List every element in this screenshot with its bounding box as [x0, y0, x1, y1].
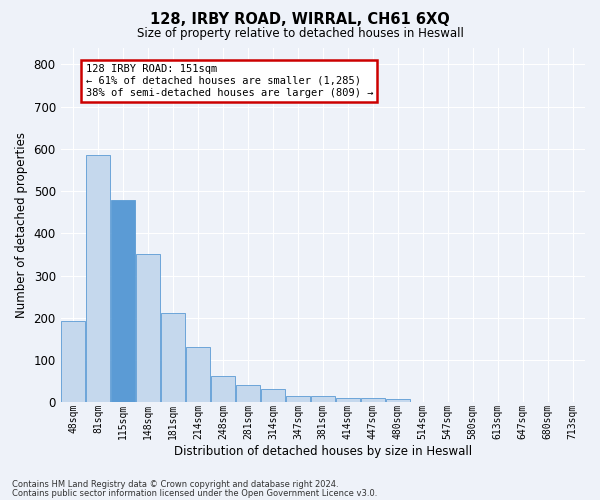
Bar [86, 155, 110, 402]
Bar [361, 398, 385, 402]
Bar [211, 376, 235, 402]
Bar [136, 254, 160, 402]
Bar [311, 396, 335, 402]
Bar [111, 200, 135, 402]
Text: Size of property relative to detached houses in Heswall: Size of property relative to detached ho… [137, 28, 463, 40]
Bar [61, 321, 85, 402]
Bar [286, 396, 310, 402]
Bar [261, 389, 285, 402]
X-axis label: Distribution of detached houses by size in Heswall: Distribution of detached houses by size … [174, 444, 472, 458]
Text: 128 IRBY ROAD: 151sqm
← 61% of detached houses are smaller (1,285)
38% of semi-d: 128 IRBY ROAD: 151sqm ← 61% of detached … [86, 64, 373, 98]
Bar [336, 398, 359, 402]
Bar [186, 348, 210, 403]
Text: 128, IRBY ROAD, WIRRAL, CH61 6XQ: 128, IRBY ROAD, WIRRAL, CH61 6XQ [150, 12, 450, 28]
Bar [236, 386, 260, 402]
Bar [386, 399, 410, 402]
Bar [161, 313, 185, 402]
Text: Contains HM Land Registry data © Crown copyright and database right 2024.: Contains HM Land Registry data © Crown c… [12, 480, 338, 489]
Y-axis label: Number of detached properties: Number of detached properties [15, 132, 28, 318]
Text: Contains public sector information licensed under the Open Government Licence v3: Contains public sector information licen… [12, 489, 377, 498]
